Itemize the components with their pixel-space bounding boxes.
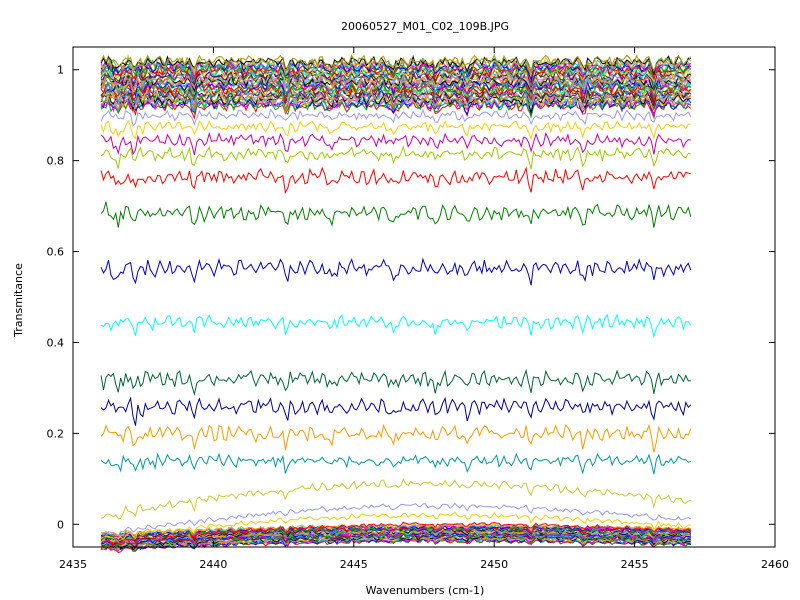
series-line-13 [100, 502, 692, 537]
chart-title: 20060527_M01_C02_109B.JPG [341, 20, 509, 33]
x-tick-label: 2460 [761, 558, 789, 571]
y-tick-label: 0.4 [47, 336, 65, 349]
x-tick-label: 2445 [340, 558, 368, 571]
series-line-14 [100, 511, 691, 541]
series-line-12 [100, 477, 691, 519]
series-line-8 [100, 145, 691, 170]
y-tick-label: 0.6 [47, 246, 65, 259]
series-line-4 [100, 396, 692, 426]
series-line-top-band-31 [100, 62, 692, 81]
y-axis: 0 0.2 0.4 0.6 0.8 1 [47, 64, 775, 531]
y-tick-label: 0 [57, 518, 64, 531]
x-axis: 2435 2440 2445 2450 2455 2460 [59, 47, 789, 571]
series-line-7 [100, 166, 691, 195]
series-line-bottom-band-5 [100, 536, 691, 551]
series-line-bottom-band-25 [100, 524, 692, 539]
x-tick-label: 2450 [480, 558, 508, 571]
y-tick-label: 1 [57, 64, 64, 77]
x-axis-title: Wavenumbers (cm-1) [366, 584, 485, 597]
x-tick-label: 2435 [59, 558, 87, 571]
series-line-1 [100, 257, 692, 286]
series-line-2 [100, 313, 692, 339]
series-line-10 [100, 119, 691, 141]
x-tick-label: 2440 [199, 558, 227, 571]
x-tick-label: 2455 [621, 558, 649, 571]
series-line-11 [100, 108, 692, 127]
series-line-3 [100, 368, 691, 397]
y-tick-label: 0.8 [47, 155, 65, 168]
plot-area [100, 53, 692, 554]
series-line-6 [100, 452, 691, 475]
plot-frame [72, 46, 776, 548]
y-axis-title: Transmitance [12, 263, 25, 338]
series-line-15 [100, 521, 692, 545]
y-tick-label: 0.2 [47, 427, 65, 440]
series-line-top-band-36 [100, 57, 692, 77]
series-line-9 [100, 131, 691, 156]
series-line-5 [100, 423, 692, 453]
series-line-top-band-39 [100, 53, 692, 74]
series-line-top-band-21 [100, 73, 692, 95]
series-line-0 [100, 201, 692, 228]
series-line-top-band-32 [100, 61, 691, 81]
